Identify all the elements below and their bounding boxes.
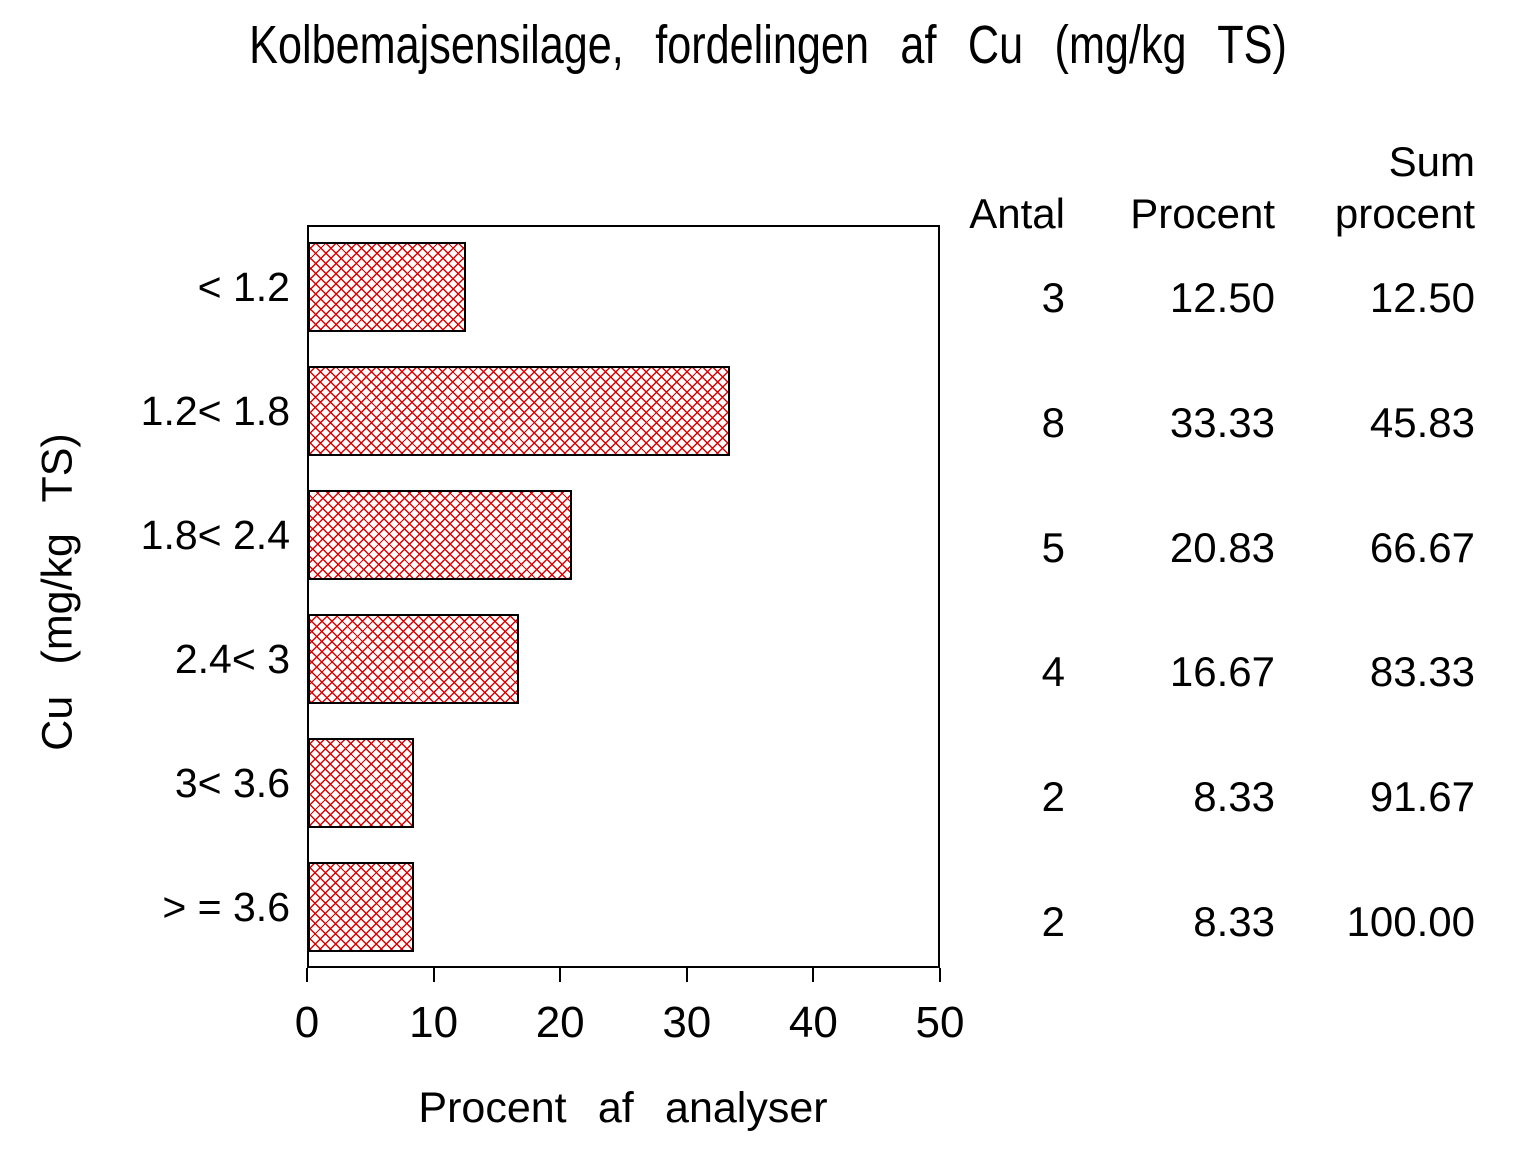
x-axis-tick-label: 40 xyxy=(788,998,838,1047)
chart-title: Kolbemajsensilage, fordelingen af Cu (mg… xyxy=(249,15,1287,75)
table-cell-procent: 16.67 xyxy=(1169,648,1275,695)
table-cell-antal: 4 xyxy=(1041,648,1065,695)
category-label: 2.4< 3 xyxy=(174,636,290,682)
table-cell-sum-procent: 91.67 xyxy=(1369,773,1475,820)
category-label: < 1.2 xyxy=(197,264,290,310)
x-axis-title: Procent af analyser xyxy=(418,1084,828,1132)
table-header-antal: Antal xyxy=(969,190,1065,237)
table-cell-sum-procent: 100.00 xyxy=(1346,898,1475,945)
table-header-sum-procent: Sum procent xyxy=(1215,136,1475,240)
table-cell-sum-procent: 45.83 xyxy=(1369,399,1475,446)
x-axis-tick xyxy=(685,968,688,982)
x-axis-tick-label: 20 xyxy=(535,998,585,1047)
table-cell-antal: 2 xyxy=(1041,773,1065,820)
table-cell-procent: 8.33 xyxy=(1193,898,1275,945)
table-cell-antal: 8 xyxy=(1041,399,1065,446)
table-header-sum-line1: Sum xyxy=(1388,138,1475,185)
category-label: 1.2< 1.8 xyxy=(140,388,290,434)
table-header-procent: Procent xyxy=(1130,190,1275,237)
bar xyxy=(308,614,519,704)
x-axis-tick xyxy=(559,968,562,982)
category-label: 1.8< 2.4 xyxy=(140,512,290,558)
bar xyxy=(308,242,467,332)
table-cell-procent: 12.50 xyxy=(1169,274,1275,321)
x-axis-tick xyxy=(812,968,815,982)
table-cell-sum-procent: 12.50 xyxy=(1369,274,1475,321)
category-label: > = 3.6 xyxy=(162,884,290,930)
table-cell-antal: 3 xyxy=(1041,274,1065,321)
bar xyxy=(308,366,730,456)
x-axis-tick-label: 0 xyxy=(294,998,320,1047)
bar xyxy=(308,490,572,580)
table-cell-procent: 8.33 xyxy=(1193,773,1275,820)
table-cell-sum-procent: 66.67 xyxy=(1369,524,1475,571)
table-cell-antal: 2 xyxy=(1041,898,1065,945)
x-axis-tick-label: 50 xyxy=(915,998,965,1047)
x-axis-tick xyxy=(306,968,308,982)
x-axis-tick xyxy=(432,968,435,982)
category-label: 3< 3.6 xyxy=(174,760,290,806)
table-header-sum-line2: procent xyxy=(1334,190,1475,237)
y-axis-title: Cu (mg/kg TS) xyxy=(33,433,82,751)
table-cell-antal: 5 xyxy=(1041,524,1065,571)
bar xyxy=(308,738,414,828)
table-cell-procent: 33.33 xyxy=(1169,399,1275,446)
plot-area xyxy=(307,225,940,968)
x-axis-tick-label: 10 xyxy=(409,998,459,1047)
table-cell-procent: 20.83 xyxy=(1169,524,1275,571)
x-axis-tick xyxy=(939,968,941,982)
x-axis-tick-label: 30 xyxy=(662,998,712,1047)
table-cell-sum-procent: 83.33 xyxy=(1369,648,1475,695)
bar xyxy=(308,862,414,952)
